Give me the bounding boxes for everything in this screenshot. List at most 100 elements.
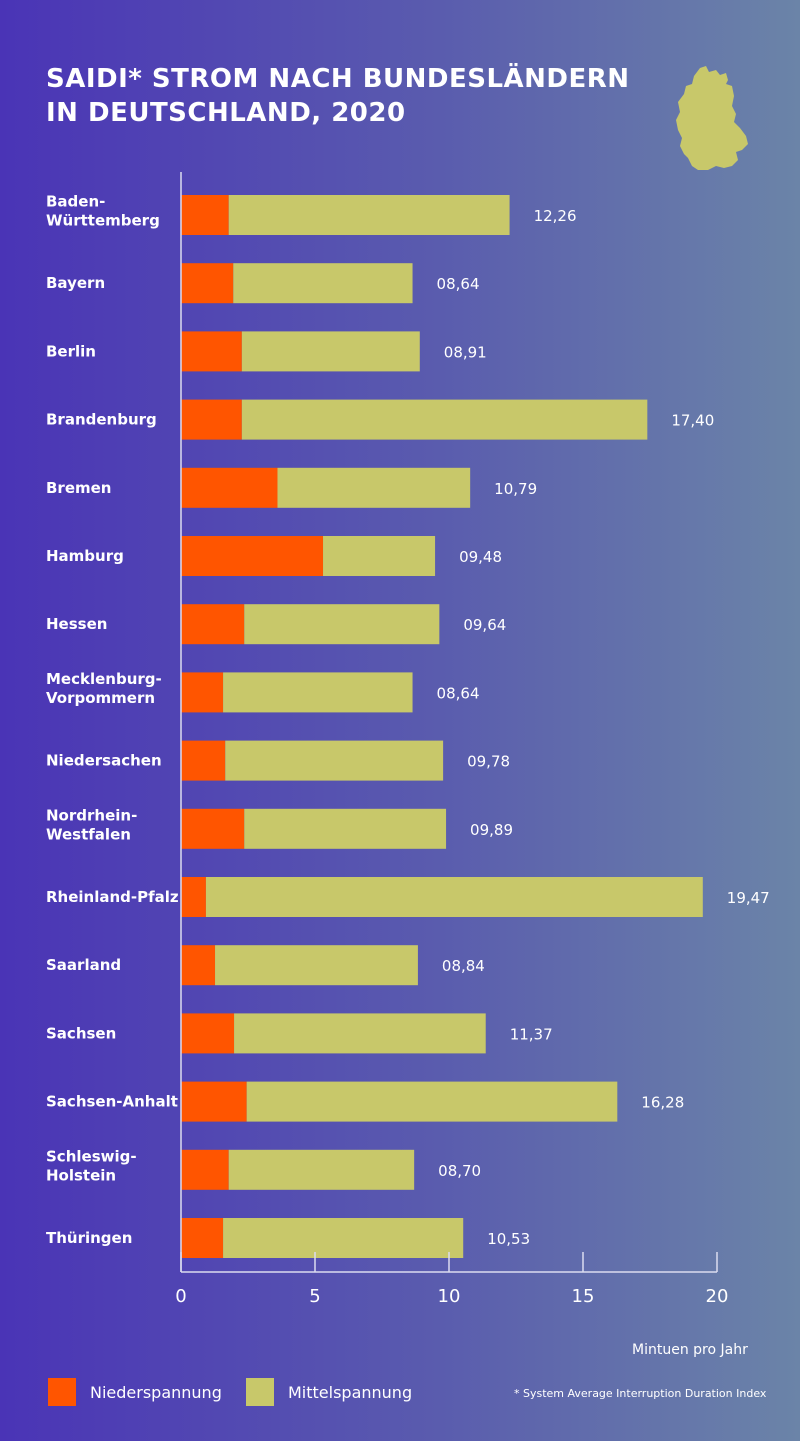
bar-niederspannung	[181, 1081, 247, 1122]
category-label: Sachsen	[46, 1024, 116, 1042]
legend-item-mittelspannung: Mittelspannung	[246, 1378, 412, 1406]
value-label: 09,64	[463, 616, 506, 634]
category-label: Bremen	[46, 479, 112, 497]
category-label: Baden-Württemberg	[46, 193, 160, 230]
category-label-line: Niedersachen	[46, 752, 162, 770]
category-label: Niedersachen	[46, 752, 162, 770]
x-tick-label: 15	[572, 1286, 595, 1307]
legend-item-niederspannung: Niederspannung	[48, 1378, 222, 1406]
bar-mittelspannung	[323, 536, 436, 576]
value-label: 10,53	[487, 1230, 530, 1248]
bar-mittelspannung	[246, 1081, 618, 1122]
legend-swatch-mittelspannung	[246, 1378, 274, 1406]
bar-mittelspannung	[225, 740, 444, 781]
x-axis: 0 5 10 15 20	[175, 172, 728, 1307]
x-axis-label: Mintuen pro Jahr	[632, 1342, 748, 1358]
bar-niederspannung	[181, 195, 229, 235]
legend-swatch-niederspannung	[48, 1378, 76, 1406]
category-label: Mecklenburg-Vorpommern	[46, 670, 162, 707]
legend-label-mittelspannung: Mittelspannung	[288, 1382, 413, 1402]
value-label: 11,37	[510, 1025, 553, 1043]
category-label-line: Thüringen	[46, 1229, 132, 1247]
value-label: 08,91	[444, 343, 487, 361]
bar-niederspannung	[181, 331, 242, 372]
category-label: Saarland	[46, 956, 121, 974]
category-label-line: Berlin	[46, 342, 96, 360]
category-label-line: Vorpommern	[46, 689, 155, 707]
category-label-line: Bayern	[46, 274, 105, 292]
value-label: 19,47	[727, 889, 770, 907]
bar-mittelspannung	[215, 945, 418, 986]
category-label: Nordrhein-Westfalen	[46, 806, 137, 843]
value-label: 10,79	[494, 480, 537, 498]
category-label: Brandenburg	[46, 411, 157, 429]
x-tick-label: 5	[309, 1286, 320, 1307]
bar-niederspannung	[181, 808, 245, 849]
chart-title-line-1: SAIDI* STROM NACH BUNDESLÄNDERN	[46, 64, 630, 94]
bar-mittelspannung	[228, 1149, 415, 1190]
value-label: 08,64	[437, 275, 480, 293]
value-label: 16,28	[641, 1094, 684, 1112]
category-label-line: Nordrhein-	[46, 806, 137, 824]
x-tick-label: 10	[438, 1286, 461, 1307]
category-label: Hamburg	[46, 547, 124, 565]
bar-mittelspannung	[241, 331, 420, 372]
value-label: 09,48	[459, 548, 502, 566]
category-label-line: Hamburg	[46, 547, 124, 565]
category-label-line: Westfalen	[46, 825, 131, 843]
bar-mittelspannung	[244, 808, 447, 849]
category-label-line: Sachsen-Anhalt	[46, 1093, 178, 1111]
germany-map-shape	[676, 66, 748, 170]
footnote: * System Average Interruption Duration I…	[514, 1387, 767, 1400]
category-label-line: Bremen	[46, 479, 112, 497]
category-label: Berlin	[46, 342, 96, 360]
bar-mittelspannung	[223, 672, 413, 713]
category-label-line: Baden-	[46, 193, 105, 211]
bar-niederspannung	[181, 672, 224, 713]
category-label: Bayern	[46, 274, 105, 292]
category-label: Rheinland-Pfalz	[46, 888, 179, 906]
chart-title: SAIDI* STROM NACH BUNDESLÄNDERN IN DEUTS…	[46, 62, 630, 130]
category-label-line: Württemberg	[46, 212, 160, 230]
category-label-line: Hessen	[46, 615, 107, 633]
bar-mittelspannung	[241, 399, 648, 440]
bar-mittelspannung	[234, 1013, 486, 1054]
value-label: 09,89	[470, 821, 513, 839]
category-label: Thüringen	[46, 1229, 132, 1247]
category-label-line: Mecklenburg-	[46, 670, 162, 688]
bar-mittelspannung	[228, 195, 510, 235]
category-label-line: Schleswig-	[46, 1147, 137, 1165]
value-label: 08,70	[438, 1162, 481, 1180]
bar-mittelspannung	[205, 877, 703, 917]
value-labels: 12,26 08,64 08,91 17,40 10,79 09,48 09,64 08,64…	[437, 207, 770, 1248]
chart-title-line-2: IN DEUTSCHLAND, 2020	[46, 98, 406, 128]
legend-label-niederspannung: Niederspannung	[90, 1382, 222, 1402]
category-label: Sachsen-Anhalt	[46, 1093, 178, 1111]
bar-niederspannung	[181, 1149, 229, 1190]
bar-niederspannung	[181, 536, 324, 576]
category-label-line: Brandenburg	[46, 411, 157, 429]
germany-map-icon	[676, 66, 748, 170]
value-label: 08,84	[442, 957, 485, 975]
bar-niederspannung	[181, 1218, 224, 1258]
bar-niederspannung	[181, 467, 278, 508]
bar-niederspannung	[181, 877, 206, 917]
category-label-line: Saarland	[46, 956, 121, 974]
bar-niederspannung	[181, 604, 245, 645]
value-label: 12,26	[534, 207, 577, 225]
category-label-line: Sachsen	[46, 1024, 116, 1042]
bars	[181, 195, 703, 1258]
category-label-line: Holstein	[46, 1166, 116, 1184]
value-label: 09,78	[467, 753, 510, 771]
bar-mittelspannung	[233, 263, 413, 304]
bar-niederspannung	[181, 1013, 235, 1054]
bar-mittelspannung	[223, 1218, 464, 1258]
category-label: Schleswig-Holstein	[46, 1147, 137, 1184]
bar-niederspannung	[181, 740, 226, 781]
bar-niederspannung	[181, 399, 242, 440]
bar-niederspannung	[181, 945, 216, 986]
x-tick-label: 0	[175, 1286, 186, 1307]
category-label-line: Rheinland-Pfalz	[46, 888, 179, 906]
bar-mittelspannung	[244, 604, 440, 645]
